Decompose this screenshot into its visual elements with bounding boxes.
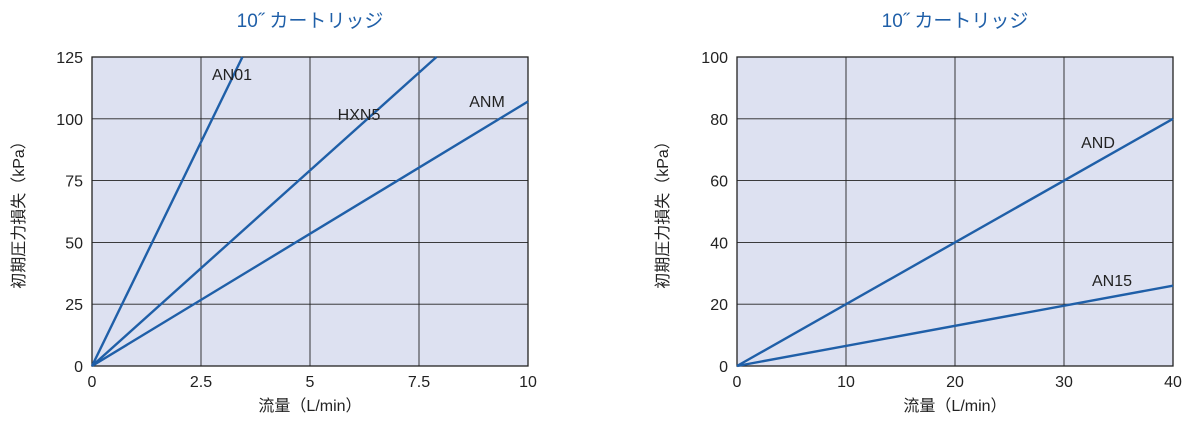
chart-2-y-tick-label: 20 [710, 297, 728, 314]
chart-1-x-ticks: 0 2.5 5 7.5 10 [88, 374, 537, 391]
series-line-an15 [736, 284, 1174, 368]
chart-1-series [90, 56, 529, 368]
series-line-anm [91, 100, 529, 368]
chart-1-x-tick-label: 0 [88, 374, 97, 391]
chart-2-y-ticks: 0 20 40 60 80 100 [701, 50, 728, 376]
chart-1-x-axis-label: 流量（L/min） [258, 397, 361, 415]
chart-1: 10˝ カートリッジ 0 2.5 5 7.5 10 0 25 50 75 100 125 AN01… [10, 11, 537, 415]
chart-1-x-tick-label: 10 [519, 374, 537, 391]
chart-2-title: 10˝ カートリッジ [882, 11, 1029, 32]
chart-2: 10˝ カートリッジ 0 10 20 30 40 0 20 40 60 80 100 AND AN1… [654, 11, 1182, 415]
chart-2-series-labels: AND AN15 [1081, 135, 1132, 290]
series-label-anm: ANM [469, 94, 505, 111]
chart-2-x-ticks: 0 10 20 30 40 [733, 374, 1182, 391]
series-line-hxn5 [91, 56, 438, 367]
chart-2-x-tick-label: 30 [1055, 374, 1073, 391]
chart-2-series [736, 117, 1174, 368]
series-label-an15: AN15 [1092, 273, 1132, 290]
chart-2-grid [737, 57, 1173, 366]
series-label-hxn5: HXN5 [338, 107, 381, 124]
chart-1-y-tick-label: 0 [74, 359, 83, 376]
chart-2-y-tick-label: 80 [710, 112, 728, 129]
chart-2-x-axis-label: 流量（L/min） [903, 397, 1006, 415]
chart-1-y-axis-label: 初期圧力損失（kPa） [10, 133, 28, 289]
chart-2-x-tick-label: 20 [946, 374, 964, 391]
chart-1-series-labels: AN01 HXN5 ANM [212, 67, 505, 124]
chart-1-y-tick-label: 75 [65, 174, 83, 191]
chart-1-y-tick-label: 50 [65, 235, 83, 252]
chart-1-x-tick-label: 5 [306, 374, 315, 391]
chart-1-y-ticks: 0 25 50 75 100 125 [56, 50, 83, 376]
chart-2-x-tick-label: 40 [1164, 374, 1182, 391]
chart-2-y-tick-label: 60 [710, 174, 728, 191]
chart-1-grid [92, 57, 528, 366]
chart-2-y-tick-label: 40 [710, 235, 728, 252]
series-line-an01 [90, 56, 244, 367]
series-line-and [736, 117, 1174, 368]
chart-2-y-axis-label: 初期圧力損失（kPa） [654, 133, 672, 289]
chart-1-x-tick-label: 2.5 [190, 374, 212, 391]
chart-1-title: 10˝ カートリッジ [237, 11, 384, 32]
series-label-an01: AN01 [212, 67, 252, 84]
chart-2-x-tick-label: 10 [837, 374, 855, 391]
chart-1-x-tick-label: 7.5 [408, 374, 430, 391]
chart-1-y-tick-label: 25 [65, 297, 83, 314]
chart-1-y-tick-label: 100 [56, 112, 83, 129]
chart-1-y-tick-label: 125 [56, 50, 83, 67]
chart-2-y-tick-label: 100 [701, 50, 728, 67]
chart-2-x-tick-label: 0 [733, 374, 742, 391]
series-label-and: AND [1081, 135, 1115, 152]
chart-2-y-tick-label: 0 [719, 359, 728, 376]
